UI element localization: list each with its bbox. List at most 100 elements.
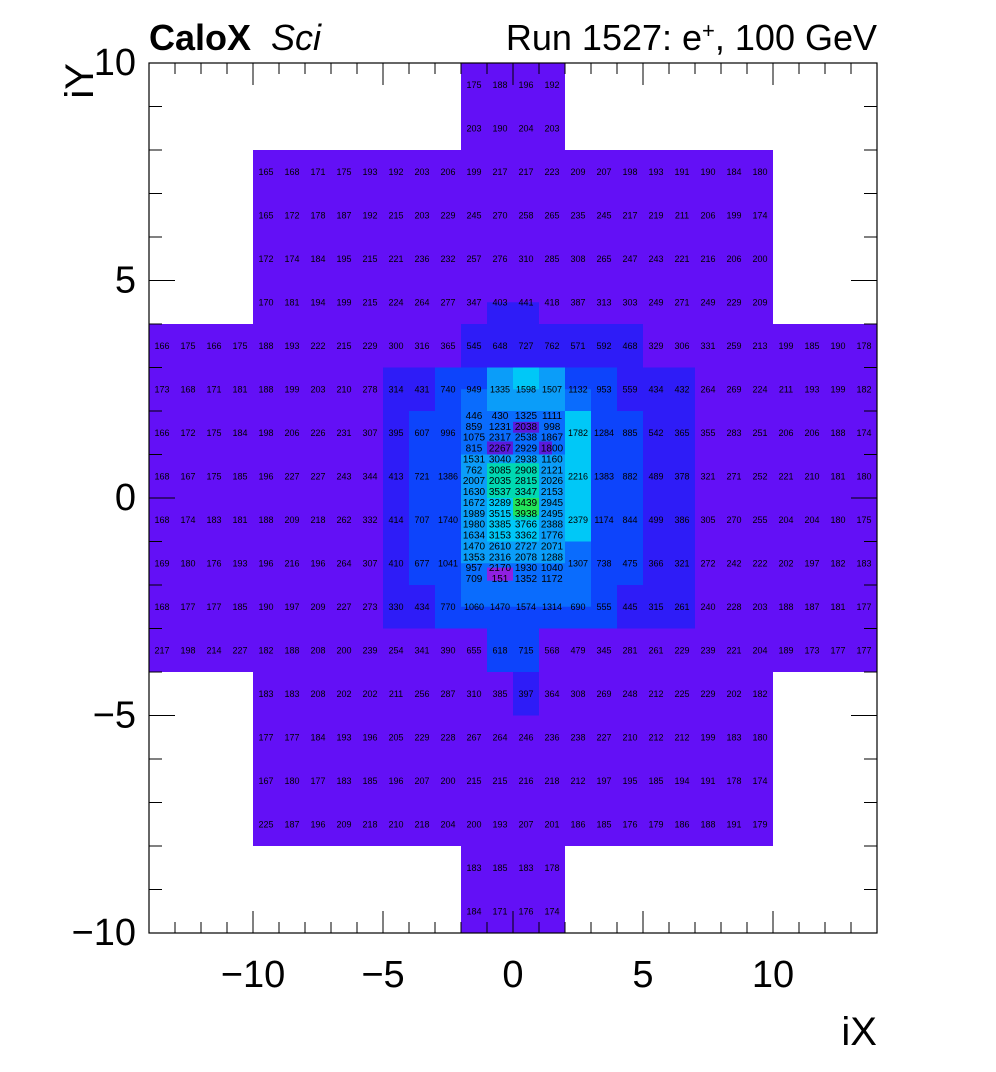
region-core-14: [565, 411, 591, 542]
cell-value: 261: [648, 645, 663, 655]
cell-value: 316: [414, 341, 429, 351]
cell-value: 1335: [490, 384, 510, 394]
fine-cell-value: 2495: [541, 509, 564, 520]
cell-value: 196: [258, 471, 273, 481]
region-core-17: [487, 463, 539, 498]
fine-cell-value: 3289: [489, 498, 512, 509]
cell-value: 183: [726, 732, 741, 742]
cell-value: 385: [492, 689, 507, 699]
cell-value: 172: [258, 254, 273, 264]
cell-value: 248: [622, 689, 637, 699]
cell-value: 344: [362, 471, 377, 481]
cell-value: 177: [856, 645, 871, 655]
cell-value: 271: [726, 471, 741, 481]
cell-value: 166: [206, 341, 221, 351]
cell-value: 953: [596, 384, 611, 394]
cell-value: 203: [466, 123, 481, 133]
cell-value: 203: [752, 602, 767, 612]
cell-value: 173: [804, 645, 819, 655]
fine-cell-value: 1776: [541, 531, 564, 542]
fine-cell-value: 3766: [515, 520, 538, 531]
x-axis-label: iX: [841, 1010, 877, 1054]
fine-cell-value: 1980: [463, 520, 486, 531]
fine-cell-value: 1040: [541, 563, 564, 574]
cell-value: 218: [310, 515, 325, 525]
fine-cell-value: 1800: [541, 444, 564, 455]
cell-value: 264: [336, 558, 351, 568]
cell-value: 218: [362, 819, 377, 829]
cell-value: 166: [154, 428, 169, 438]
cell-value: 175: [336, 167, 351, 177]
fine-cell-value: 3085: [489, 465, 512, 476]
cell-value: 183: [518, 863, 533, 873]
run-charge: +: [702, 18, 715, 43]
region-ring-7: [487, 628, 539, 672]
cell-value: 199: [466, 167, 481, 177]
cell-value: 249: [700, 297, 715, 307]
fine-cell-value: 1111: [542, 411, 562, 422]
cell-value: 355: [700, 428, 715, 438]
cell-value: 468: [622, 341, 637, 351]
cell-value: 315: [648, 602, 663, 612]
cell-value: 555: [596, 602, 611, 612]
cell-value: 365: [674, 428, 689, 438]
fine-cell-value: 2026: [541, 476, 564, 487]
cell-value: 188: [258, 341, 273, 351]
cell-value: 186: [570, 819, 585, 829]
cell-value: 330: [388, 602, 403, 612]
cell-value: 211: [779, 384, 793, 394]
cell-value: 227: [232, 645, 247, 655]
cell-value: 198: [180, 645, 195, 655]
cell-value: 321: [674, 558, 689, 568]
cell-value: 345: [596, 645, 611, 655]
cell-value: 281: [622, 645, 637, 655]
cell-value: 413: [388, 471, 403, 481]
cell-value: 307: [362, 558, 377, 568]
logo: CaloX Sci: [149, 17, 322, 58]
cell-value: 216: [700, 254, 715, 264]
cell-value: 571: [570, 341, 585, 351]
cell-value: 364: [544, 689, 559, 699]
cell-value: 172: [284, 210, 299, 220]
cell-value: 176: [206, 558, 221, 568]
fine-cell-value: 1075: [463, 433, 486, 444]
fine-cell-value: 1288: [541, 552, 564, 563]
fine-cell-value: 2388: [541, 520, 564, 531]
cell-value: 431: [414, 384, 429, 394]
cell-value: 175: [206, 428, 221, 438]
cell-value: 209: [336, 819, 351, 829]
cell-value: 434: [414, 602, 429, 612]
cell-value: 192: [388, 167, 403, 177]
cell-value: 174: [752, 210, 767, 220]
cell-value: 224: [388, 297, 403, 307]
cell-value: 205: [388, 732, 403, 742]
cell-value: 221: [726, 645, 741, 655]
cell-value: 245: [596, 210, 611, 220]
fine-cell-value: 2317: [489, 433, 512, 444]
fine-cell-value: 3040: [489, 454, 512, 465]
cell-value: 206: [700, 210, 715, 220]
cell-value: 215: [362, 297, 377, 307]
cell-value: 217: [518, 167, 533, 177]
cell-value: 1314: [542, 602, 562, 612]
fine-cell-value: 2538: [515, 433, 538, 444]
cell-value: 215: [362, 254, 377, 264]
cell-value: 199: [284, 384, 299, 394]
cell-value: 173: [154, 384, 169, 394]
region-core-21: [539, 441, 552, 455]
cell-value: 207: [414, 776, 429, 786]
cell-value: 183: [856, 558, 871, 568]
cell-value: 170: [258, 297, 273, 307]
cell-value: 202: [726, 689, 741, 699]
logo-italic: Sci: [271, 17, 322, 58]
cell-value: 196: [388, 776, 403, 786]
fine-cell-value: 3153: [489, 531, 512, 542]
cell-value: 216: [518, 776, 533, 786]
fine-cell-value: 2908: [515, 465, 538, 476]
cell-value: 165: [258, 210, 273, 220]
cell-value: 210: [804, 471, 819, 481]
cell-value: 227: [284, 471, 299, 481]
cell-value: 183: [336, 776, 351, 786]
fine-cell-value: 2727: [515, 541, 538, 552]
cell-value: 269: [596, 689, 611, 699]
